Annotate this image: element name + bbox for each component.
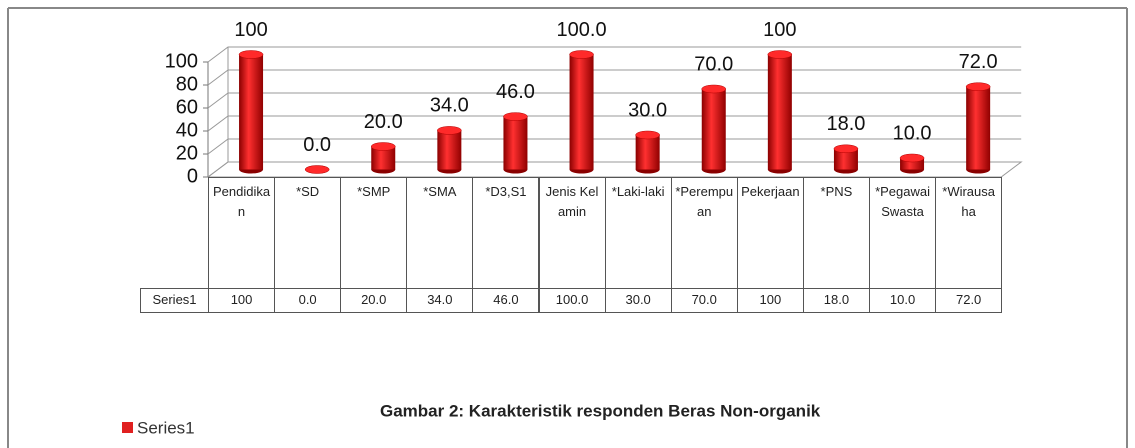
y-tick-label: 40 <box>176 119 198 141</box>
value-cell: 100 <box>736 288 804 313</box>
value-cell: 100 <box>208 288 276 313</box>
data-label: 10.0 <box>893 122 932 144</box>
bar <box>899 153 925 174</box>
bar <box>503 112 528 174</box>
data-label: 0.0 <box>303 134 331 156</box>
data-label: 30.0 <box>628 99 667 121</box>
bar <box>238 50 264 174</box>
grid-line <box>207 46 1022 63</box>
y-tick-label: 80 <box>176 73 198 95</box>
data-label: 34.0 <box>430 95 469 117</box>
category-cell: *PNS <box>802 177 870 289</box>
category-cell: *Laki-laki <box>604 177 672 289</box>
bar <box>437 126 462 174</box>
grid-line <box>207 161 1022 178</box>
y-tick-label: 0 <box>187 165 198 187</box>
bar <box>371 142 396 174</box>
category-cell: *Pegawai Swasta <box>869 177 937 289</box>
data-label: 100 <box>763 19 796 41</box>
bar <box>569 50 594 174</box>
category-cell: *D3,S1 <box>472 177 540 289</box>
value-cell: 30.0 <box>604 288 672 313</box>
floor <box>206 161 1023 178</box>
category-cell: Pendidikan <box>208 177 276 289</box>
value-cell: 100.0 <box>538 288 606 313</box>
category-cell: *SMP <box>340 177 408 289</box>
y-tick-label: 60 <box>176 96 198 118</box>
value-cell: 46.0 <box>472 288 540 313</box>
legend-label: Series1 <box>137 418 195 437</box>
category-cell: Jenis Kelamin <box>538 177 606 289</box>
category-cell: *Wirausaha <box>935 177 1003 289</box>
bar <box>833 144 859 174</box>
data-label: 18.0 <box>826 113 865 135</box>
category-cell: *Perempuan <box>670 177 738 289</box>
value-cell: 34.0 <box>406 288 474 313</box>
value-cell: 70.0 <box>670 288 738 313</box>
bar <box>701 84 726 174</box>
grid-line <box>207 138 1022 155</box>
value-cell: 0.0 <box>274 288 342 313</box>
data-label: 70.0 <box>694 53 733 75</box>
data-label: 100.0 <box>557 19 607 41</box>
y-tick-label: 100 <box>165 50 198 72</box>
grid-line <box>207 92 1022 109</box>
data-label: 20.0 <box>364 111 403 133</box>
grid-line <box>207 69 1022 86</box>
value-cell: 72.0 <box>935 288 1003 313</box>
bar <box>304 165 330 174</box>
y-tick-label: 20 <box>176 142 198 164</box>
bar <box>767 50 793 174</box>
value-cell: 18.0 <box>802 288 870 313</box>
series-cell: Series1 <box>140 288 209 313</box>
category-cell: *SD <box>274 177 342 289</box>
data-label: 46.0 <box>496 81 535 103</box>
category-cell: Pekerjaan <box>736 177 804 289</box>
category-cell: *SMA <box>406 177 474 289</box>
grid-line <box>207 115 1022 132</box>
value-cell: 10.0 <box>869 288 937 313</box>
bar <box>635 130 660 174</box>
bar <box>965 82 991 174</box>
data-label: 100 <box>234 19 267 41</box>
data-label: 72.0 <box>959 51 998 73</box>
legend-swatch <box>122 422 133 433</box>
caption: Gambar 2: Karakteristik responden Beras … <box>380 401 821 420</box>
value-cell: 20.0 <box>340 288 408 313</box>
